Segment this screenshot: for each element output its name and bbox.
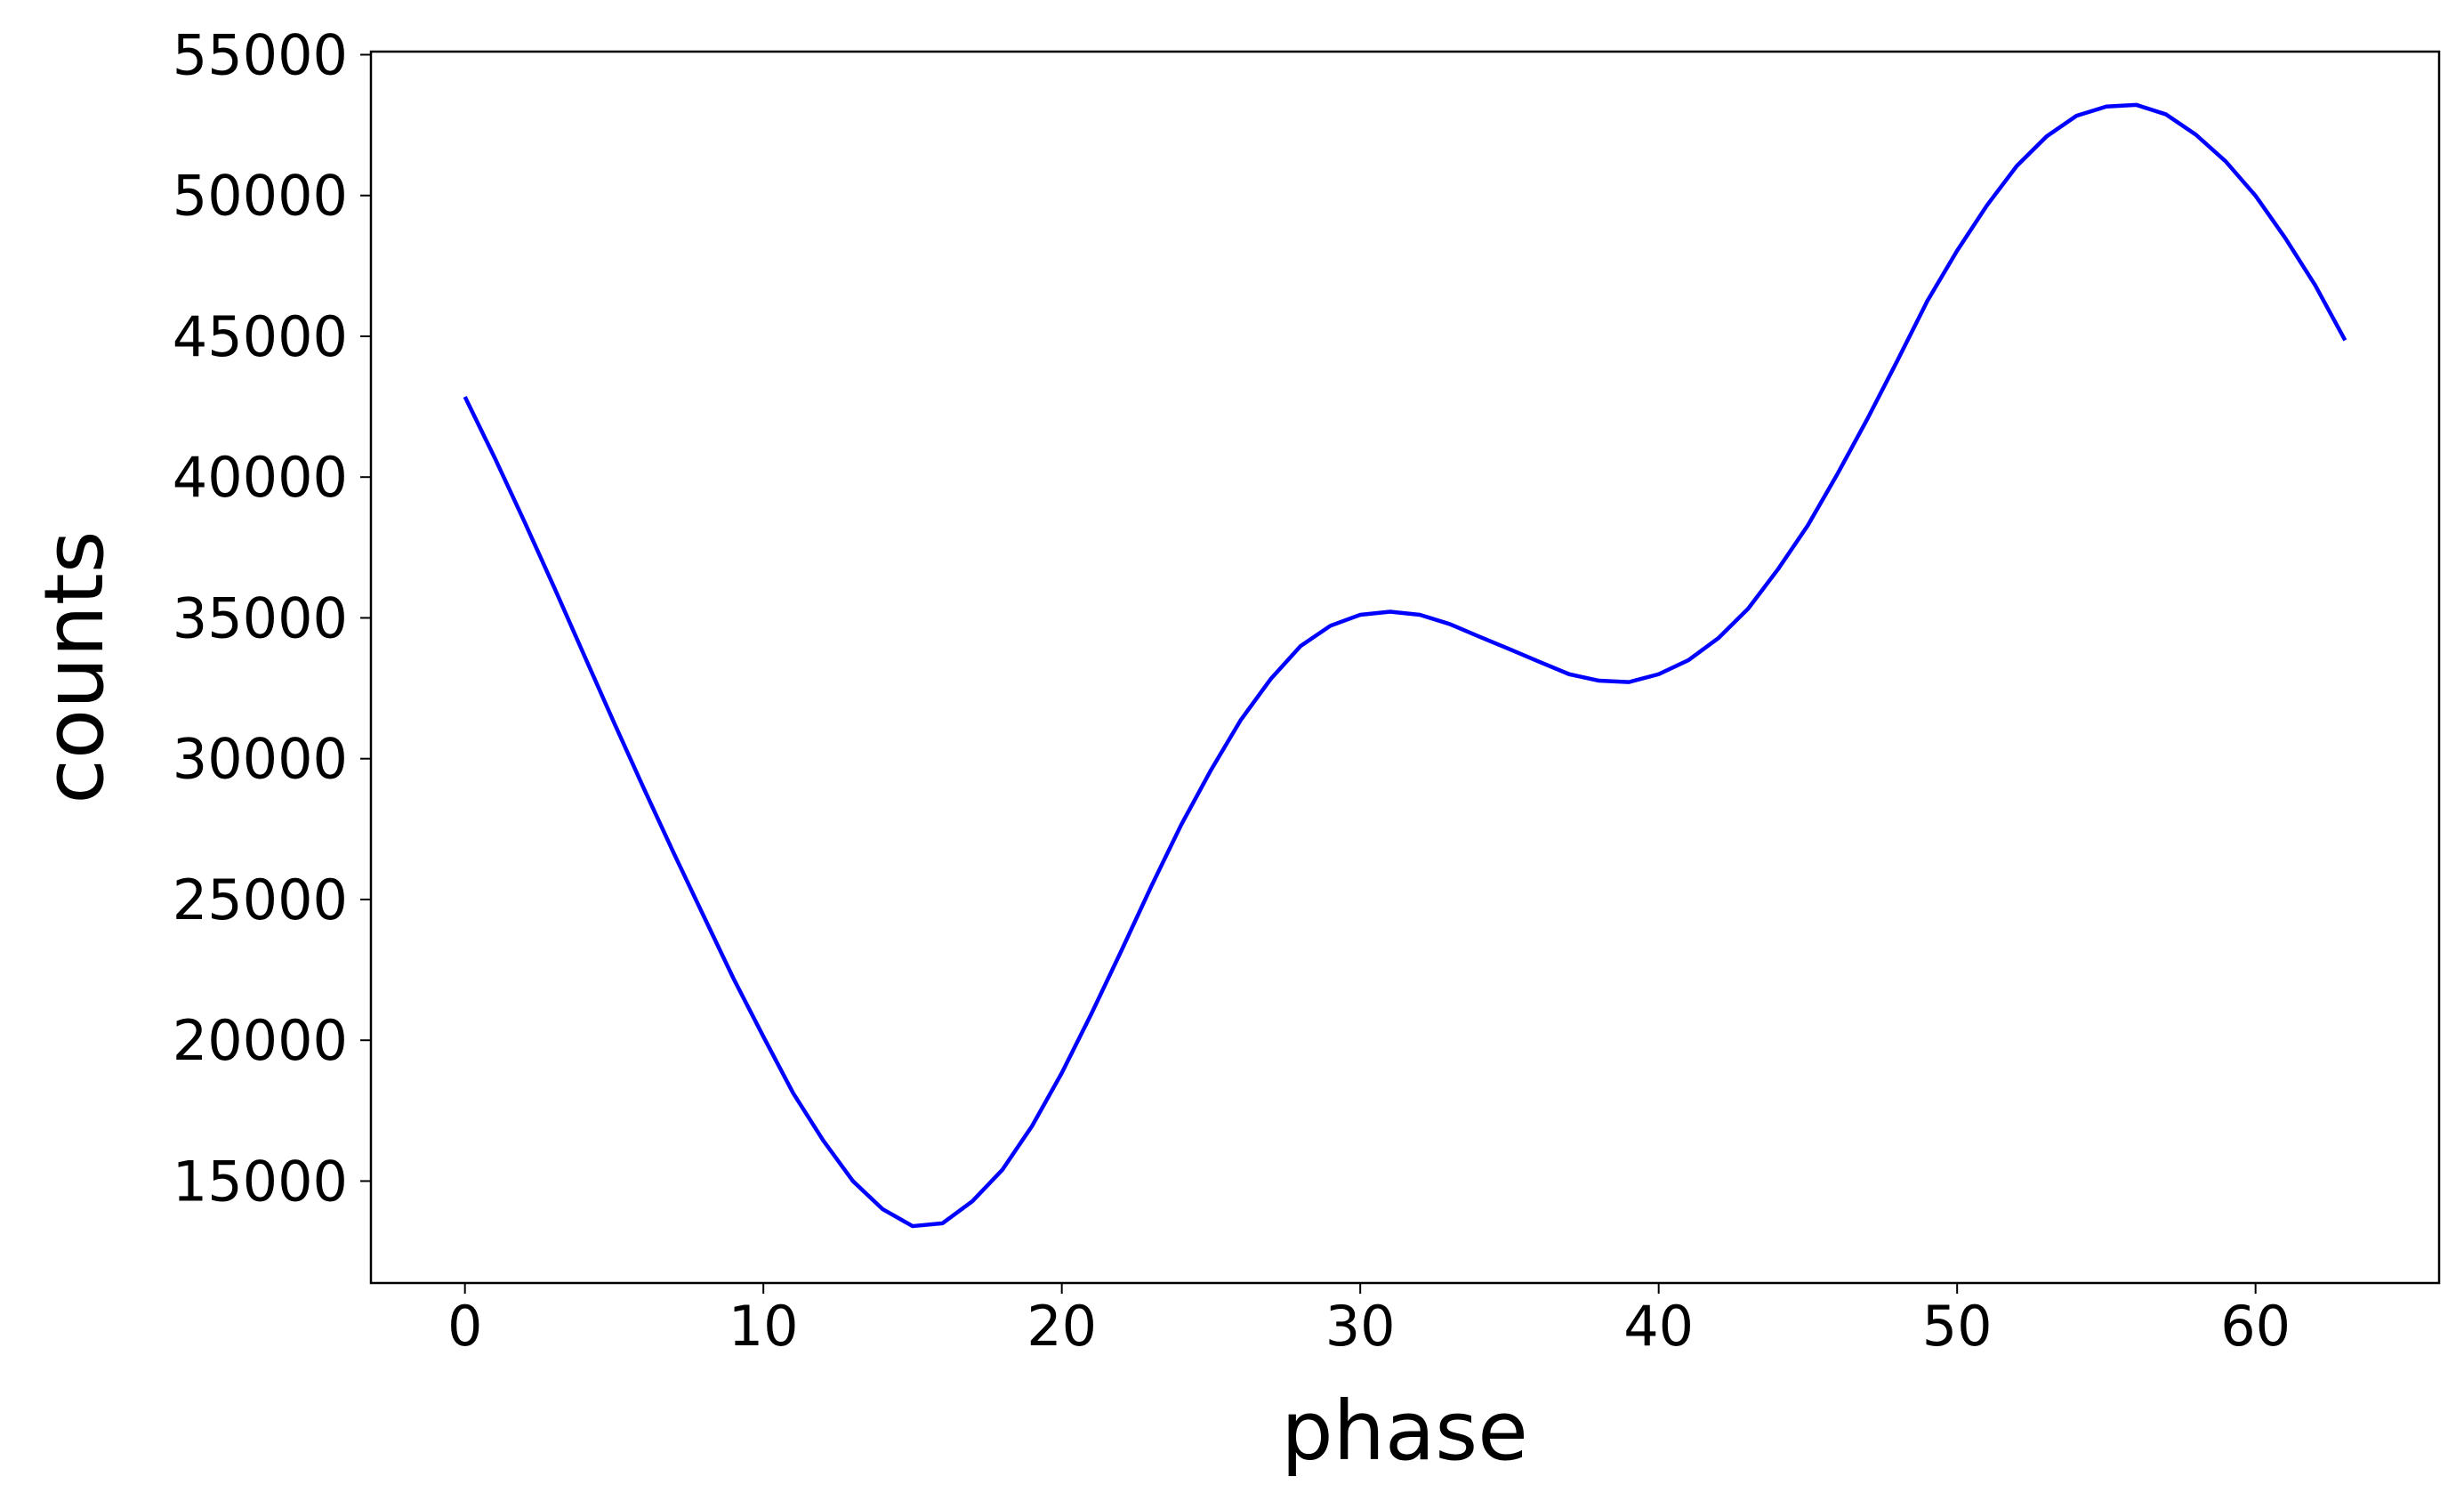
y-tick-label: 45000 bbox=[173, 304, 348, 369]
x-tick-label: 10 bbox=[729, 1294, 799, 1359]
y-tick-label: 55000 bbox=[173, 22, 348, 87]
y-tick-label: 35000 bbox=[173, 585, 348, 650]
x-tick-label: 0 bbox=[447, 1294, 482, 1359]
plot-frame bbox=[369, 50, 2441, 1285]
data-line bbox=[463, 102, 2347, 1229]
y-axis-label: counts bbox=[27, 530, 122, 804]
y-tick-label: 30000 bbox=[173, 727, 348, 792]
x-tick-label: 20 bbox=[1027, 1294, 1097, 1359]
y-tick-label: 40000 bbox=[173, 445, 348, 510]
x-tick-label: 30 bbox=[1325, 1294, 1396, 1359]
x-tick-label: 60 bbox=[2220, 1294, 2291, 1359]
y-tick-label: 25000 bbox=[173, 867, 348, 932]
x-axis-label: phase bbox=[1281, 1384, 1528, 1479]
x-tick-label: 50 bbox=[1922, 1294, 1993, 1359]
y-tick-label: 50000 bbox=[173, 164, 348, 229]
x-tick-label: 40 bbox=[1623, 1294, 1694, 1359]
y-tick-label: 20000 bbox=[173, 1008, 348, 1073]
y-tick-label: 15000 bbox=[173, 1149, 348, 1214]
